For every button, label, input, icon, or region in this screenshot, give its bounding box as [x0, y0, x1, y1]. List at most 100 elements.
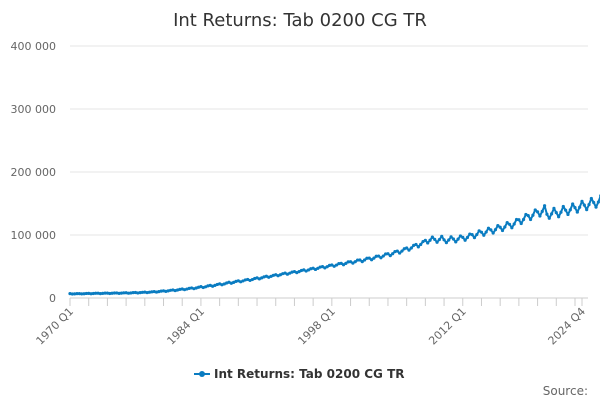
data-point [557, 215, 561, 219]
data-point [122, 291, 126, 295]
data-point [91, 291, 95, 296]
data-point [386, 252, 390, 256]
data-point [479, 230, 484, 234]
data-point [440, 234, 444, 238]
data-point [94, 291, 98, 295]
legend-dot-marker [199, 371, 205, 377]
data-point [117, 291, 121, 295]
data-point [493, 228, 498, 232]
data-point [594, 205, 598, 209]
data-point [369, 258, 374, 262]
data-point [456, 237, 460, 241]
data-point [519, 221, 523, 226]
source-label[interactable]: Source: [543, 384, 588, 398]
data-point [414, 242, 418, 247]
data-point [489, 228, 493, 232]
grid [70, 45, 588, 299]
legend-label: Int Returns: Tab 0200 CG TR [214, 367, 405, 381]
data-point [538, 214, 542, 218]
data-point [70, 292, 74, 296]
data-point [80, 292, 84, 296]
data-point [540, 209, 544, 213]
plot-area [68, 194, 600, 296]
data-point [377, 254, 381, 258]
data-point [512, 222, 516, 226]
data-point [355, 258, 360, 262]
data-point [496, 224, 500, 228]
data-point [559, 210, 563, 214]
data-point [528, 217, 533, 222]
data-point [550, 212, 554, 216]
data-point [381, 254, 385, 258]
data-point [505, 221, 509, 225]
data-point [449, 235, 453, 239]
data-point [140, 290, 145, 294]
data-point [582, 203, 586, 207]
data-point [428, 238, 432, 242]
data-point [391, 252, 395, 256]
data-point [84, 291, 88, 296]
data-point [365, 256, 369, 260]
data-point [578, 205, 582, 209]
data-point [75, 292, 79, 296]
data-point [353, 260, 357, 264]
data-point [407, 248, 411, 252]
y-tick-label: 300 000 [11, 103, 57, 116]
data-point [73, 292, 77, 296]
data-point [159, 289, 163, 293]
data-point [587, 203, 591, 207]
data-point [554, 210, 558, 215]
data-point [521, 217, 526, 222]
data-point [136, 291, 140, 295]
data-point [575, 210, 579, 214]
data-point [395, 249, 399, 253]
y-tick-label: 400 000 [11, 40, 57, 53]
data-point [442, 238, 446, 242]
data-point [82, 292, 86, 296]
x-tick-label: 2024 Q4 [546, 305, 589, 348]
x-tick-label: 2012 Q1 [426, 305, 469, 348]
data-point [138, 291, 142, 295]
data-point [358, 258, 362, 262]
data-point [405, 246, 409, 250]
y-tick-label: 0 [49, 292, 56, 305]
data-point [510, 226, 514, 230]
data-point [486, 226, 491, 230]
data-point [339, 261, 343, 265]
data-point [454, 240, 458, 244]
x-tick-label: 1970 Q1 [34, 305, 77, 348]
data-point [131, 291, 135, 295]
data-point [475, 232, 479, 237]
data-point [103, 291, 107, 295]
data-point [589, 196, 593, 201]
data-point [444, 241, 448, 245]
data-point [535, 210, 540, 214]
data-point [421, 239, 425, 244]
data-point [367, 256, 371, 260]
data-point [360, 259, 364, 264]
data-point [472, 236, 477, 240]
data-point [320, 265, 325, 269]
data-point [372, 256, 376, 260]
data-point [477, 229, 481, 233]
data-point [346, 260, 350, 264]
data-point [341, 263, 346, 267]
data-point [325, 265, 329, 269]
data-point [400, 249, 404, 253]
data-point [351, 261, 355, 265]
legend[interactable]: Int Returns: Tab 0200 CG TR [194, 367, 405, 381]
data-point [89, 292, 93, 296]
data-point [465, 235, 470, 240]
data-point [110, 291, 114, 295]
y-axis: 0 100 000 200 000 300 000 400 000 [11, 40, 57, 305]
data-point [542, 204, 547, 208]
data-point [507, 222, 512, 226]
data-point [547, 216, 551, 220]
data-point [344, 261, 348, 265]
x-axis: 1970 Q1 1984 Q1 1998 Q1 2012 Q1 2024 Q4 [34, 298, 589, 348]
data-point [416, 245, 420, 249]
chart-title: Int Returns: Tab 0200 CG TR [173, 10, 427, 31]
data-point [526, 214, 530, 218]
data-point [592, 200, 596, 205]
